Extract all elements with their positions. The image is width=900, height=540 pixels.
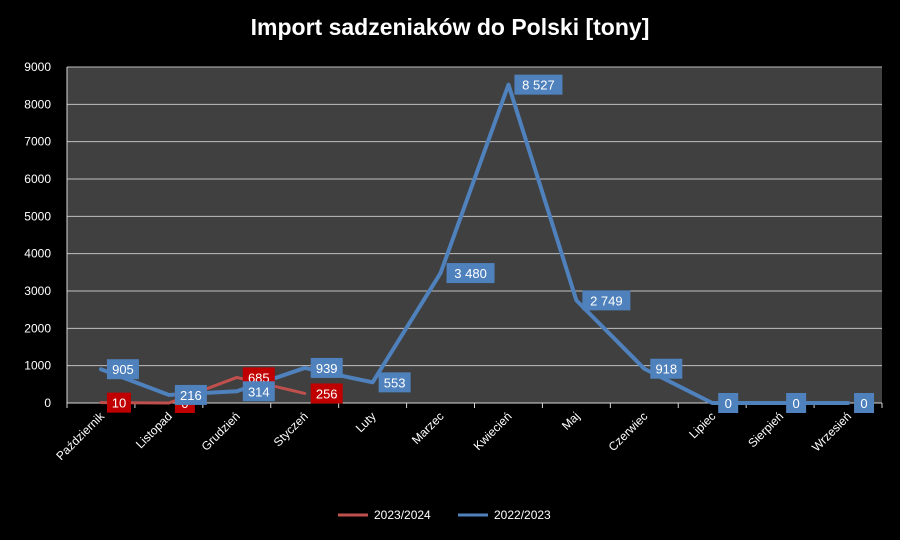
data-label: 0 (718, 393, 739, 413)
data-label-value: 905 (112, 362, 134, 377)
data-label-box (854, 393, 875, 413)
data-label: 10 (106, 392, 131, 413)
data-label-value: 3 480 (454, 266, 487, 281)
data-label: 2 749 (582, 290, 631, 311)
data-label-value: 216 (180, 388, 202, 403)
data-label-box (310, 383, 343, 404)
chart-title: Import sadzeniaków do Polski [tony] (250, 14, 650, 40)
x-tick-label: Luty (353, 409, 379, 435)
data-label-value: 8 527 (522, 78, 555, 93)
data-label: 314 (242, 381, 275, 402)
data-label: 256 (310, 383, 343, 404)
x-tick-label: Marzec (409, 409, 447, 447)
data-label-box (310, 357, 343, 378)
data-label: 918 (650, 358, 683, 379)
data-label-box (718, 393, 739, 413)
y-tick-label: 3000 (24, 284, 51, 298)
data-label: 553 (378, 372, 411, 393)
data-label-box (174, 384, 207, 405)
x-tick-label: Grudzień (199, 409, 243, 453)
x-tick-label: Październik (53, 409, 107, 463)
data-label-box (106, 359, 139, 380)
x-tick-label: Styczeń (271, 409, 311, 449)
data-label-value: 918 (655, 362, 677, 377)
data-label: 216 (174, 384, 207, 405)
data-label-value: 0 (725, 396, 732, 411)
x-tick-label: Sierpień (745, 409, 786, 450)
data-label: 905 (106, 359, 139, 380)
data-label-value: 939 (316, 361, 338, 376)
data-label-box (582, 290, 631, 311)
data-label: 939 (310, 357, 343, 378)
data-label-box (446, 263, 495, 284)
plot-area (67, 67, 882, 403)
data-label-value: 0 (860, 396, 867, 411)
data-label-value: 2 749 (590, 293, 623, 308)
y-tick-label: 4000 (24, 247, 51, 261)
data-label-box (378, 372, 411, 393)
data-label: 0 (854, 393, 875, 413)
y-tick-label: 1000 (24, 359, 51, 373)
data-label-value: 314 (248, 384, 270, 399)
data-label-value: 553 (384, 375, 406, 390)
data-label-box (514, 74, 563, 95)
x-tick-label: Listopad (133, 409, 175, 451)
data-label-box (242, 381, 275, 402)
x-tick-label: Czerwiec (606, 409, 651, 454)
legend-label: 2023/2024 (374, 508, 431, 522)
data-label: 8 527 (514, 74, 563, 95)
data-label: 3 480 (446, 263, 495, 284)
y-tick-label: 8000 (24, 97, 51, 111)
x-tick-label: Wrzesień (809, 409, 854, 454)
data-label-value: 10 (112, 396, 126, 411)
y-tick-label: 6000 (24, 172, 51, 186)
data-label-box (786, 393, 807, 413)
y-tick-label: 2000 (24, 321, 51, 335)
legend-label: 2022/2023 (494, 508, 551, 522)
y-tick-label: 0 (44, 396, 51, 410)
y-tick-label: 5000 (24, 209, 51, 223)
x-tick-label: Kwiecień (471, 409, 515, 453)
data-label-box (650, 358, 683, 379)
data-label-box (106, 392, 131, 413)
data-label-value: 0 (793, 396, 800, 411)
data-label: 0 (786, 393, 807, 413)
x-tick-label: Maj (559, 409, 583, 433)
y-tick-label: 9000 (24, 60, 51, 74)
y-tick-label: 7000 (24, 135, 51, 149)
data-label-value: 256 (316, 386, 338, 401)
x-tick-label: Lipiec (686, 409, 718, 441)
